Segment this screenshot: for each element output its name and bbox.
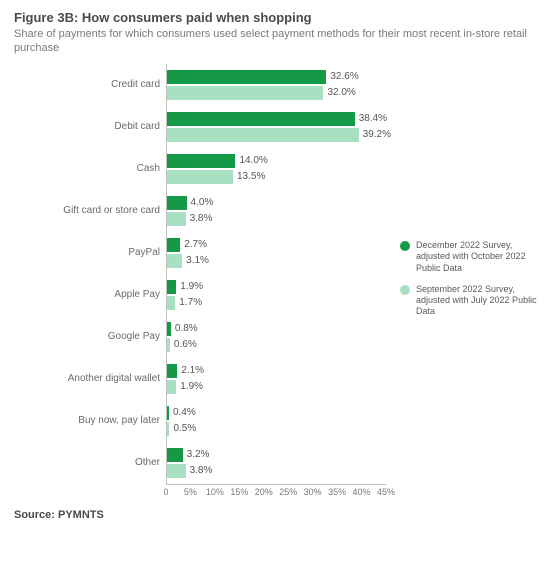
bar-value-label: 13.5%: [233, 170, 265, 184]
category-label: Buy now, pay later: [14, 415, 166, 426]
bar-a: 14.0%: [167, 154, 235, 168]
figure-subtitle: Share of payments for which consumers us…: [14, 27, 534, 56]
bar-value-label: 4.0%: [187, 196, 214, 210]
bar-a: 2.1%: [167, 364, 177, 378]
bar-value-label: 1.7%: [175, 296, 202, 310]
chart-row: Debit card38.4%39.2%: [14, 106, 540, 148]
figure-title: Figure 3B: How consumers paid when shopp…: [14, 10, 540, 25]
category-label: Gift card or store card: [14, 205, 166, 216]
bar-value-label: 32.6%: [326, 70, 358, 84]
bar-a: 38.4%: [167, 112, 355, 126]
bar-value-label: 32.0%: [323, 86, 355, 100]
bar-a: 3.2%: [167, 448, 183, 462]
category-label: Another digital wallet: [14, 373, 166, 384]
bar-b: 0.5%: [167, 422, 169, 436]
bar-value-label: 3.2%: [183, 448, 210, 462]
bar-a: 2.7%: [167, 238, 180, 252]
row-plot: 3.2%3.8%: [166, 442, 387, 484]
legend-swatch-a: [400, 241, 410, 251]
category-label: PayPal: [14, 247, 166, 258]
bar-b: 3.8%: [167, 464, 186, 478]
chart-row: Cash14.0%13.5%: [14, 148, 540, 190]
row-plot: 4.0%3.8%: [166, 190, 387, 232]
x-tick: 30%: [304, 487, 322, 497]
chart-row: Other3.2%3.8%: [14, 442, 540, 484]
bar-value-label: 3.8%: [186, 212, 213, 226]
row-plot: 32.6%32.0%: [166, 64, 387, 106]
category-label: Cash: [14, 163, 166, 174]
x-tick: 35%: [328, 487, 346, 497]
x-tick: 5%: [184, 487, 197, 497]
legend: December 2022 Survey, adjusted with Octo…: [400, 240, 540, 328]
bar-b: 0.6%: [167, 338, 170, 352]
row-plot: 1.9%1.7%: [166, 274, 387, 316]
category-label: Credit card: [14, 79, 166, 90]
bar-a: 0.4%: [167, 406, 169, 420]
bar-value-label: 0.6%: [170, 338, 197, 352]
x-tick: 45%: [377, 487, 395, 497]
bar-value-label: 2.7%: [180, 238, 207, 252]
bar-b: 1.7%: [167, 296, 175, 310]
x-tick: 10%: [206, 487, 224, 497]
row-plot: 0.4% 0.5%: [166, 400, 387, 442]
legend-swatch-b: [400, 285, 410, 295]
x-tick: 0: [163, 487, 168, 497]
bar-a: 0.8%: [167, 322, 171, 336]
x-tick: 25%: [279, 487, 297, 497]
legend-label-a: December 2022 Survey, adjusted with Octo…: [416, 240, 540, 274]
bar-b: 3.8%: [167, 212, 186, 226]
legend-item-b: September 2022 Survey, adjusted with Jul…: [400, 284, 540, 318]
bar-b: 3.1%: [167, 254, 182, 268]
x-tick: 20%: [255, 487, 273, 497]
chart-row: Another digital wallet2.1%1.9%: [14, 358, 540, 400]
x-tick: 15%: [230, 487, 248, 497]
row-plot: 2.7%3.1%: [166, 232, 387, 274]
category-label: Debit card: [14, 121, 166, 132]
bar-b: 13.5%: [167, 170, 233, 184]
legend-item-a: December 2022 Survey, adjusted with Octo…: [400, 240, 540, 274]
row-plot: 14.0%13.5%: [166, 148, 387, 190]
bar-value-label: 3.1%: [182, 254, 209, 268]
bar-value-label: 2.1%: [177, 364, 204, 378]
bar-a: 1.9%: [167, 280, 176, 294]
legend-label-b: September 2022 Survey, adjusted with Jul…: [416, 284, 540, 318]
row-plot: 2.1%1.9%: [166, 358, 387, 400]
category-label: Google Pay: [14, 331, 166, 342]
x-axis: 05%10%15%20%25%30%35%40%45%: [166, 484, 386, 501]
chart-row: Credit card32.6%32.0%: [14, 64, 540, 106]
bar-value-label: 38.4%: [355, 112, 387, 126]
figure-source: Source: PYMNTS: [14, 509, 540, 521]
bar-value-label: 3.8%: [186, 464, 213, 478]
bar-value-label: 39.2%: [359, 128, 391, 142]
bar-b: 32.0%: [167, 86, 323, 100]
bar-value-label: 0.8%: [171, 322, 198, 336]
bar-value-label: 0.5%: [169, 422, 196, 436]
bar-value-label: 1.9%: [176, 280, 203, 294]
x-tick: 40%: [353, 487, 371, 497]
bar-value-label: 1.9%: [176, 380, 203, 394]
row-plot: 0.8%0.6%: [166, 316, 387, 358]
chart-row: Gift card or store card4.0%3.8%: [14, 190, 540, 232]
bar-a: 4.0%: [167, 196, 187, 210]
row-plot: 38.4% 39.2%: [166, 106, 387, 148]
bar-value-label: 0.4%: [169, 406, 196, 420]
bar-value-label: 14.0%: [235, 154, 267, 168]
bar-b: 39.2%: [167, 128, 359, 142]
figure-container: Figure 3B: How consumers paid when shopp…: [0, 0, 554, 563]
bar-b: 1.9%: [167, 380, 176, 394]
chart-row: Buy now, pay later0.4% 0.5%: [14, 400, 540, 442]
bar-a: 32.6%: [167, 70, 326, 84]
category-label: Apple Pay: [14, 289, 166, 300]
category-label: Other: [14, 457, 166, 468]
